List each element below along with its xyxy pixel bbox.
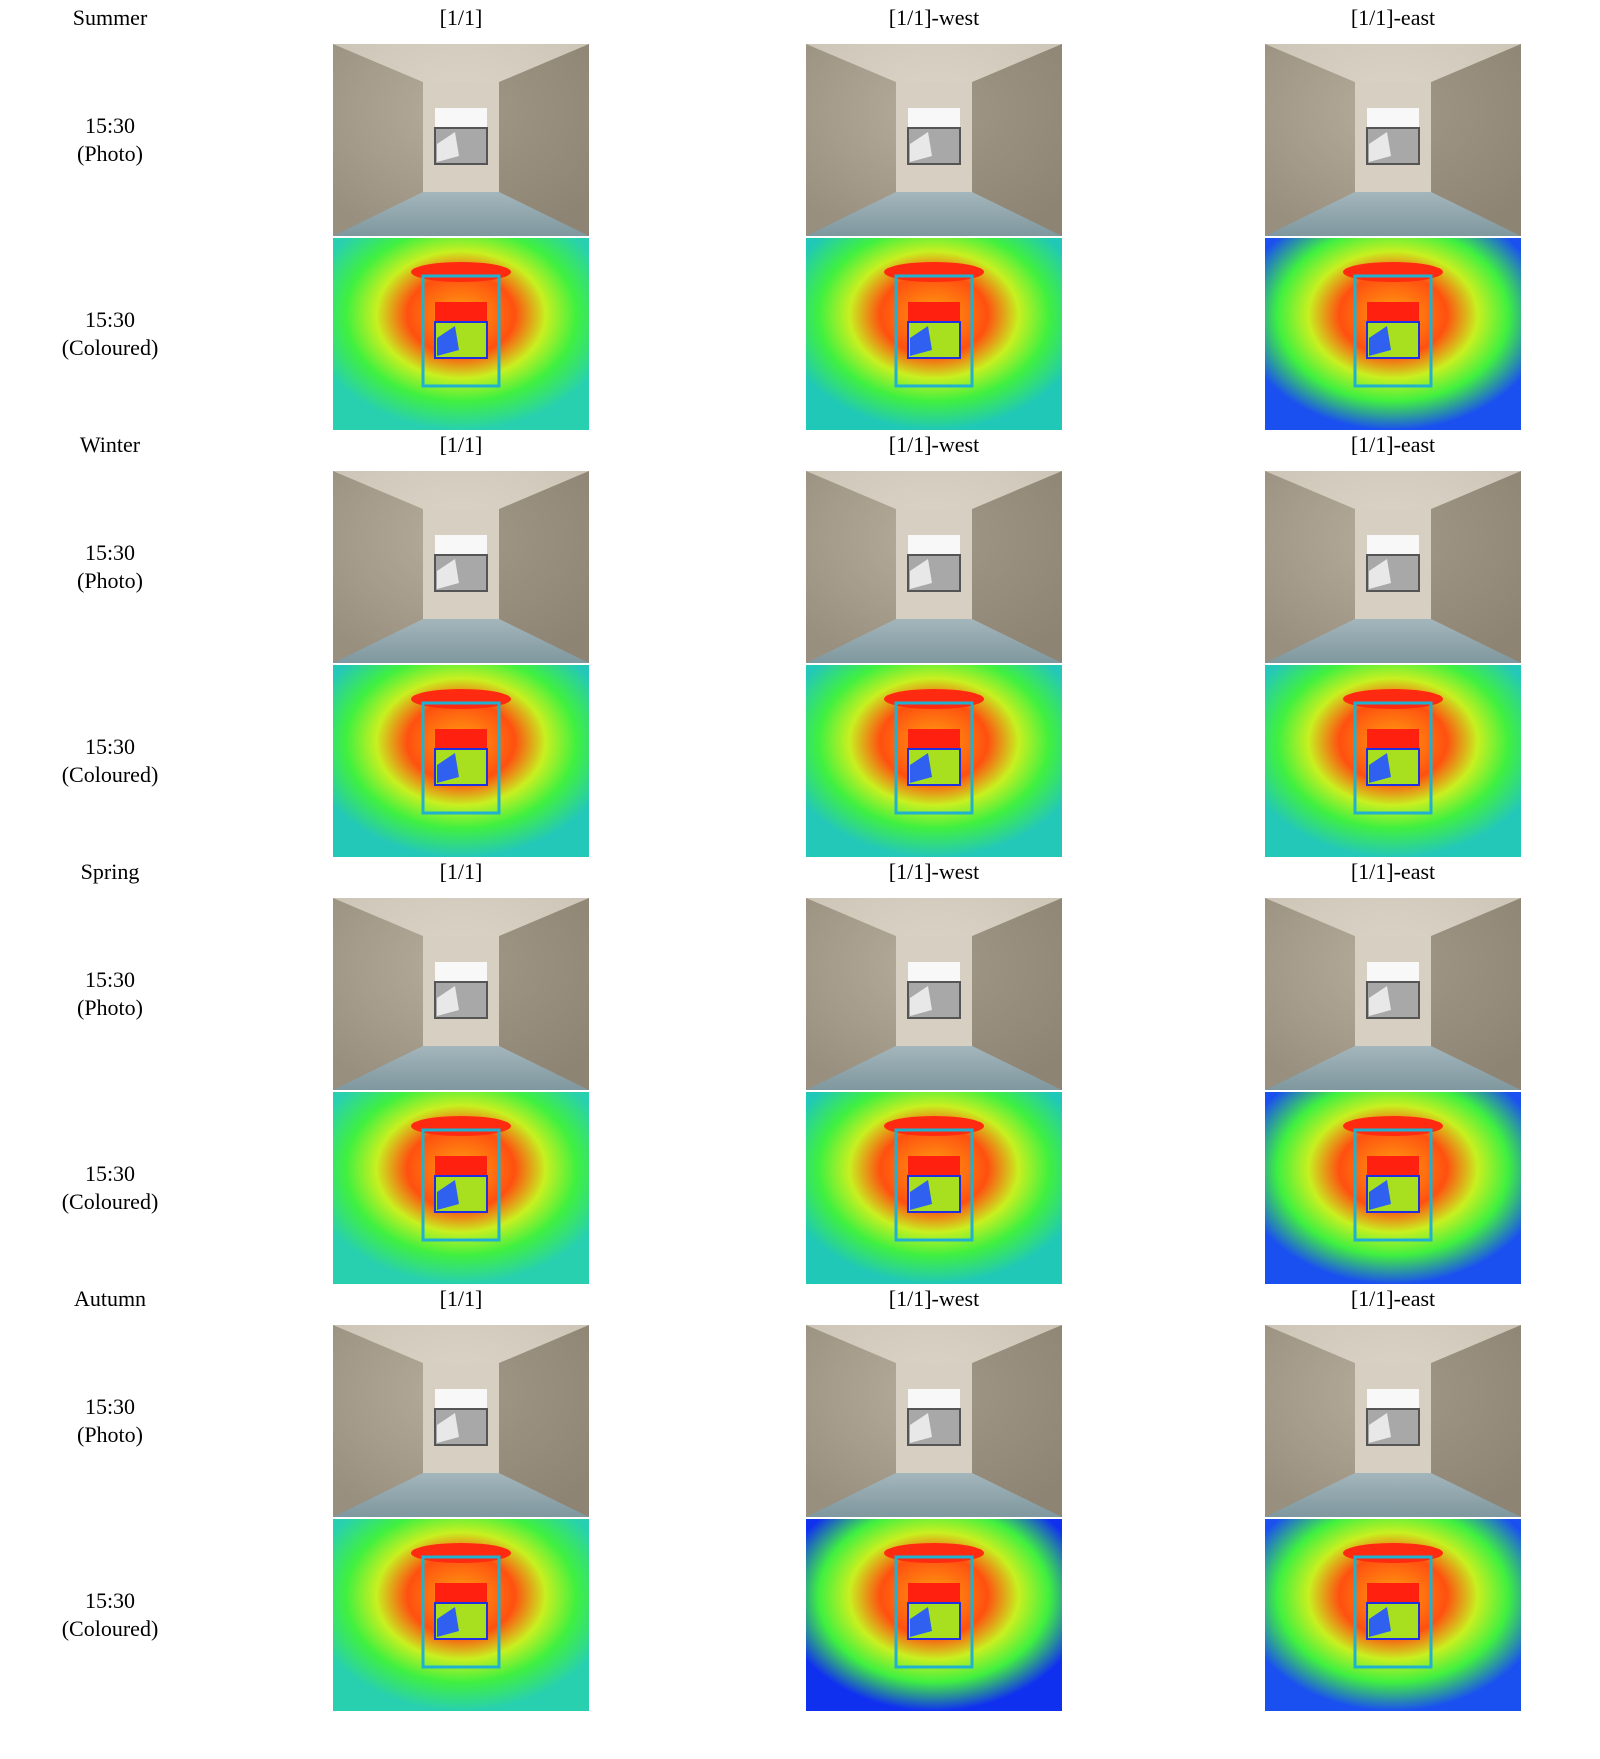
column-header-spring-2: [1/1]-west — [888, 859, 980, 884]
column-header-autumn-2: [1/1]-west — [888, 1286, 980, 1311]
row-label-photo-spring: 15:30 (Photo) — [77, 967, 143, 1020]
photo-render-winter-1 — [333, 471, 589, 663]
heatmap-render-autumn-1 — [333, 1519, 589, 1711]
row-label-coloured-summer: 15:30 (Coloured) — [61, 307, 159, 360]
photo-render-spring-3 — [1265, 898, 1521, 1090]
row-label-photo-winter: 15:30 (Photo) — [77, 540, 143, 593]
column-header-winter-2: [1/1]-west — [888, 432, 980, 457]
column-header-winter-1: [1/1] — [439, 432, 483, 457]
column-header-winter-3: [1/1]-east — [1350, 432, 1436, 457]
heatmap-render-winter-3 — [1265, 665, 1521, 857]
photo-render-autumn-2 — [806, 1325, 1062, 1517]
column-header-spring-1: [1/1] — [439, 859, 483, 884]
column-header-summer-3: [1/1]-east — [1350, 5, 1436, 30]
photo-render-autumn-1 — [333, 1325, 589, 1517]
photo-render-winter-3 — [1265, 471, 1521, 663]
photo-render-summer-1 — [333, 44, 589, 236]
row-label-coloured-winter: 15:30 (Coloured) — [61, 734, 159, 787]
row-label-coloured-spring: 15:30 (Coloured) — [61, 1161, 159, 1214]
column-header-spring-3: [1/1]-east — [1350, 859, 1436, 884]
heatmap-render-spring-3 — [1265, 1092, 1521, 1284]
heatmap-render-winter-2 — [806, 665, 1062, 857]
heatmap-render-spring-2 — [806, 1092, 1062, 1284]
heatmap-render-summer-3 — [1265, 238, 1521, 430]
season-label-autumn: Autumn — [73, 1286, 147, 1311]
column-header-autumn-1: [1/1] — [439, 1286, 483, 1311]
season-label-winter: Winter — [79, 432, 141, 457]
photo-render-spring-2 — [806, 898, 1062, 1090]
column-header-summer-1: [1/1] — [439, 5, 483, 30]
season-label-spring: Spring — [80, 859, 140, 884]
column-header-autumn-3: [1/1]-east — [1350, 1286, 1436, 1311]
photo-render-spring-1 — [333, 898, 589, 1090]
heatmap-render-autumn-2 — [806, 1519, 1062, 1711]
heatmap-render-summer-1 — [333, 238, 589, 430]
photo-render-autumn-3 — [1265, 1325, 1521, 1517]
row-label-coloured-autumn: 15:30 (Coloured) — [61, 1588, 159, 1641]
heatmap-render-summer-2 — [806, 238, 1062, 430]
photo-render-winter-2 — [806, 471, 1062, 663]
heatmap-render-spring-1 — [333, 1092, 589, 1284]
row-label-photo-summer: 15:30 (Photo) — [77, 113, 143, 166]
photo-render-summer-2 — [806, 44, 1062, 236]
column-header-summer-2: [1/1]-west — [888, 5, 980, 30]
photo-render-summer-3 — [1265, 44, 1521, 236]
season-label-summer: Summer — [72, 5, 148, 30]
heatmap-render-winter-1 — [333, 665, 589, 857]
row-label-photo-autumn: 15:30 (Photo) — [77, 1394, 143, 1447]
heatmap-render-autumn-3 — [1265, 1519, 1521, 1711]
